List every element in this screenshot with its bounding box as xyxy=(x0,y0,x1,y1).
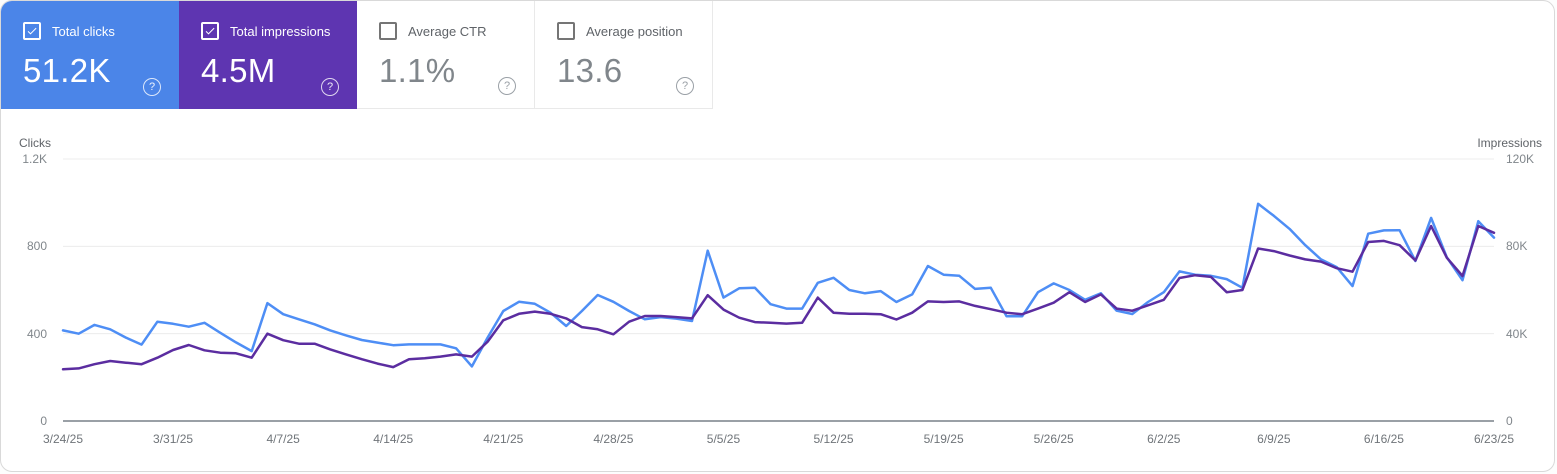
x-axis-tick: 5/19/25 xyxy=(923,432,964,446)
metric-value: 51.2K xyxy=(23,52,111,89)
metric-card-average-position[interactable]: Average position 13.6 ? xyxy=(535,1,713,109)
metric-card-total-impressions[interactable]: Total impressions 4.5M ? xyxy=(179,1,357,109)
right-axis-title: Impressions xyxy=(1477,136,1542,150)
right-axis-tick: 80K xyxy=(1506,239,1528,254)
help-icon[interactable]: ? xyxy=(498,77,516,95)
metric-label: Average position xyxy=(586,23,683,39)
average-position-checkbox[interactable] xyxy=(557,22,575,40)
metric-label: Total impressions xyxy=(230,23,331,39)
metric-value: 13.6 xyxy=(557,52,623,89)
right-axis-tick: 40K xyxy=(1506,326,1528,341)
x-axis-tick: 4/14/25 xyxy=(373,432,414,446)
help-icon[interactable]: ? xyxy=(676,77,694,95)
checkmark-icon xyxy=(27,27,37,35)
x-axis-tick: 4/28/25 xyxy=(593,432,634,446)
checkmark-icon xyxy=(205,27,215,35)
metric-card-average-ctr[interactable]: Average CTR 1.1% ? xyxy=(357,1,535,109)
x-axis-tick: 6/16/25 xyxy=(1363,432,1404,446)
x-axis-tick: 6/2/25 xyxy=(1147,432,1181,446)
x-axis-tick: 5/5/25 xyxy=(706,432,741,446)
x-axis-tick: 4/21/25 xyxy=(483,432,524,446)
total-clicks-checkbox[interactable] xyxy=(23,22,41,40)
metric-value: 4.5M xyxy=(201,52,276,89)
metric-label: Total clicks xyxy=(52,23,115,39)
left-axis-tick: 0 xyxy=(40,414,47,428)
left-axis-title: Clicks xyxy=(19,136,51,150)
x-axis-tick: 3/31/25 xyxy=(153,432,194,446)
total-impressions-checkbox[interactable] xyxy=(201,22,219,40)
x-axis-tick: 5/12/25 xyxy=(813,432,854,446)
left-axis-tick: 800 xyxy=(26,239,47,254)
x-axis-tick: 5/26/25 xyxy=(1033,432,1074,446)
metric-value: 1.1% xyxy=(379,52,456,89)
left-axis-tick: 1.2K xyxy=(22,152,47,166)
clicks-line-series[interactable] xyxy=(61,202,1496,368)
x-axis-tick: 4/7/25 xyxy=(266,432,300,446)
x-axis-tick: 3/24/25 xyxy=(42,432,84,446)
metric-label: Average CTR xyxy=(408,23,487,39)
x-axis-tick: 6/23/25 xyxy=(1473,432,1515,446)
help-icon[interactable]: ? xyxy=(143,78,161,96)
metric-card-total-clicks[interactable]: Total clicks 51.2K ? xyxy=(1,1,179,109)
x-axis-tick: 6/9/25 xyxy=(1257,432,1291,446)
left-axis-tick: 400 xyxy=(26,326,47,341)
metric-cards: Total clicks 51.2K ? Total impressions 4… xyxy=(1,1,713,109)
average-ctr-checkbox[interactable] xyxy=(379,22,397,40)
right-axis-tick: 120K xyxy=(1506,152,1535,166)
help-icon[interactable]: ? xyxy=(321,78,339,96)
impressions-line-series[interactable] xyxy=(61,224,1496,371)
right-axis-tick: 0 xyxy=(1506,414,1513,428)
